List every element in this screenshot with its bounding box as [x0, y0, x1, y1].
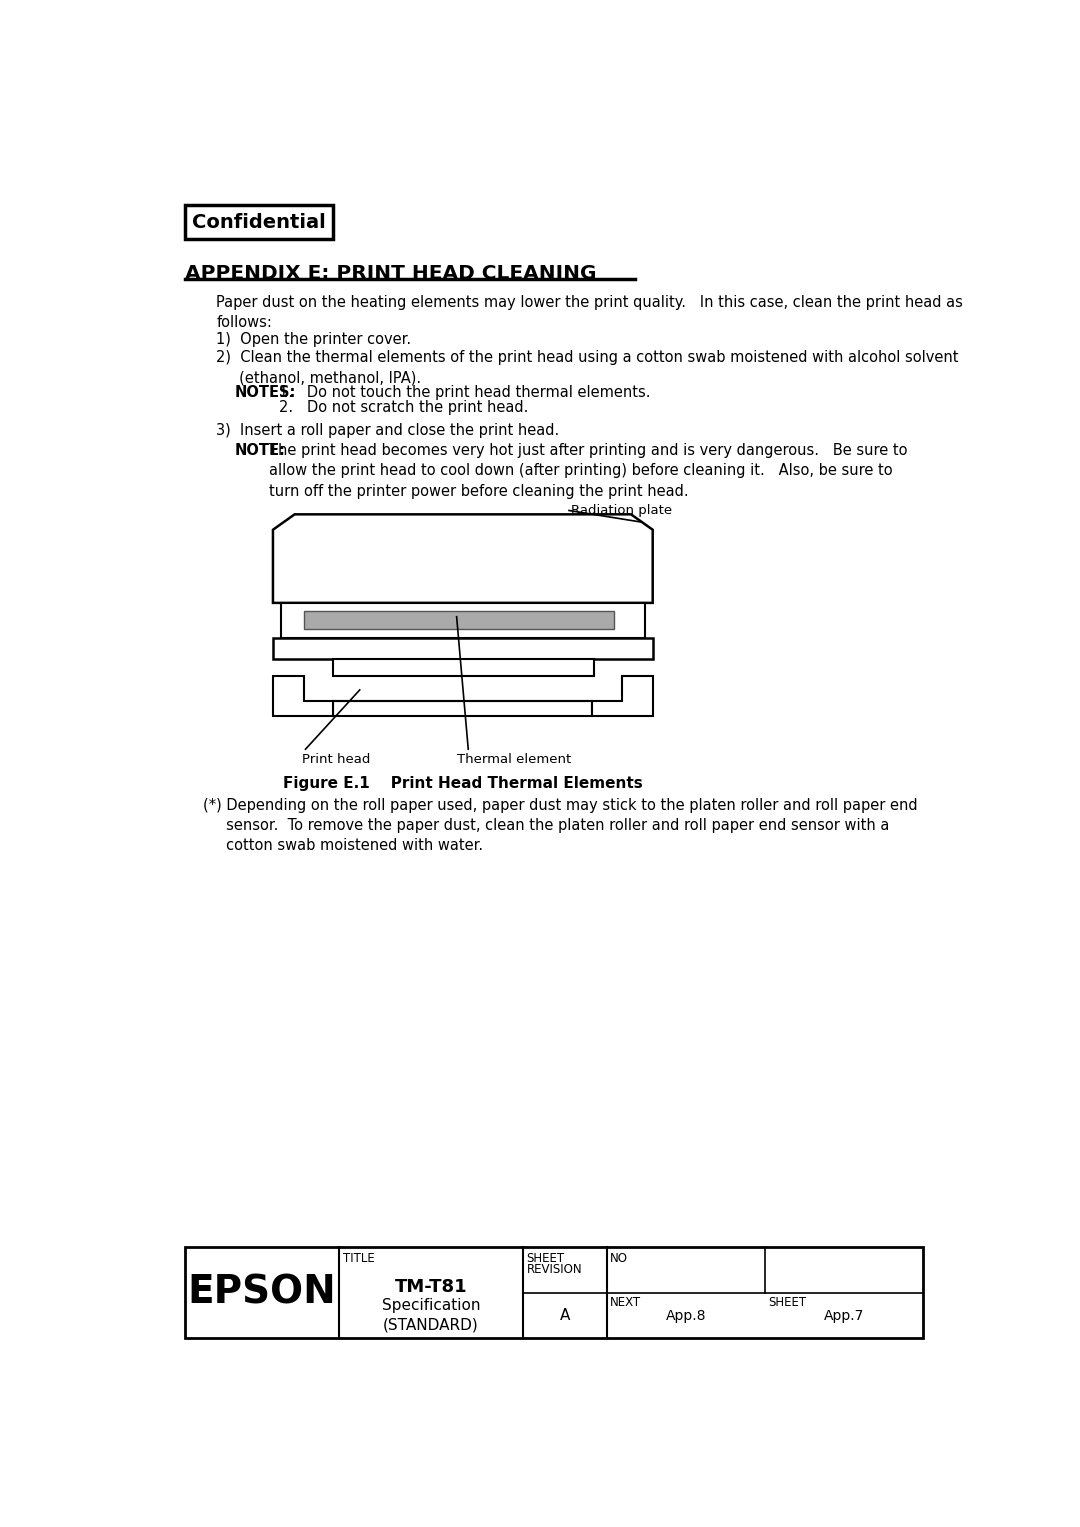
Text: Paper dust on the heating elements may lower the print quality.   In this case, : Paper dust on the heating elements may l…	[216, 295, 963, 330]
Text: 2)  Clean the thermal elements of the print head using a cotton swab moistened w: 2) Clean the thermal elements of the pri…	[216, 350, 959, 386]
Text: (*) Depending on the roll paper used, paper dust may stick to the platen roller : (*) Depending on the roll paper used, pa…	[203, 797, 918, 854]
Text: 2.   Do not scratch the print head.: 2. Do not scratch the print head.	[279, 400, 528, 415]
Text: App.7: App.7	[824, 1309, 864, 1322]
Text: Figure E.1    Print Head Thermal Elements: Figure E.1 Print Head Thermal Elements	[283, 776, 643, 791]
Bar	[334, 701, 592, 716]
Bar	[273, 638, 652, 660]
Text: Confidential: Confidential	[192, 212, 326, 232]
Bar	[281, 603, 645, 638]
Bar	[303, 611, 613, 629]
Text: NEXT: NEXT	[610, 1296, 642, 1309]
Text: App.8: App.8	[665, 1309, 706, 1322]
Text: 1)  Open the printer cover.: 1) Open the printer cover.	[216, 331, 411, 347]
Text: NOTE:: NOTE:	[234, 443, 285, 458]
Polygon shape	[273, 676, 334, 716]
Text: A: A	[559, 1309, 570, 1322]
Text: NO: NO	[610, 1252, 629, 1264]
Text: Print head: Print head	[301, 753, 370, 767]
Text: NOTES:: NOTES:	[234, 385, 296, 400]
Text: TM-T81: TM-T81	[394, 1278, 468, 1296]
Text: SHEET: SHEET	[768, 1296, 807, 1309]
Polygon shape	[592, 676, 652, 716]
Text: SHEET: SHEET	[526, 1252, 565, 1264]
Text: Specification
(STANDARD): Specification (STANDARD)	[382, 1298, 481, 1332]
Text: 1.   Do not touch the print head thermal elements.: 1. Do not touch the print head thermal e…	[279, 385, 650, 400]
Text: Thermal element: Thermal element	[457, 753, 571, 767]
Text: REVISION: REVISION	[526, 1263, 582, 1275]
Text: 3)  Insert a roll paper and close the print head.: 3) Insert a roll paper and close the pri…	[216, 423, 559, 438]
Text: The print head becomes very hot just after printing and is very dangerous.   Be : The print head becomes very hot just aft…	[269, 443, 907, 498]
Polygon shape	[273, 515, 652, 603]
Text: APPENDIX E: PRINT HEAD CLEANING: APPENDIX E: PRINT HEAD CLEANING	[186, 264, 597, 282]
Bar	[186, 1248, 923, 1338]
Text: Radiation plate: Radiation plate	[571, 504, 673, 518]
Bar	[186, 205, 333, 240]
Bar	[333, 660, 594, 676]
Text: EPSON: EPSON	[188, 1274, 337, 1312]
Text: TITLE: TITLE	[342, 1252, 375, 1264]
